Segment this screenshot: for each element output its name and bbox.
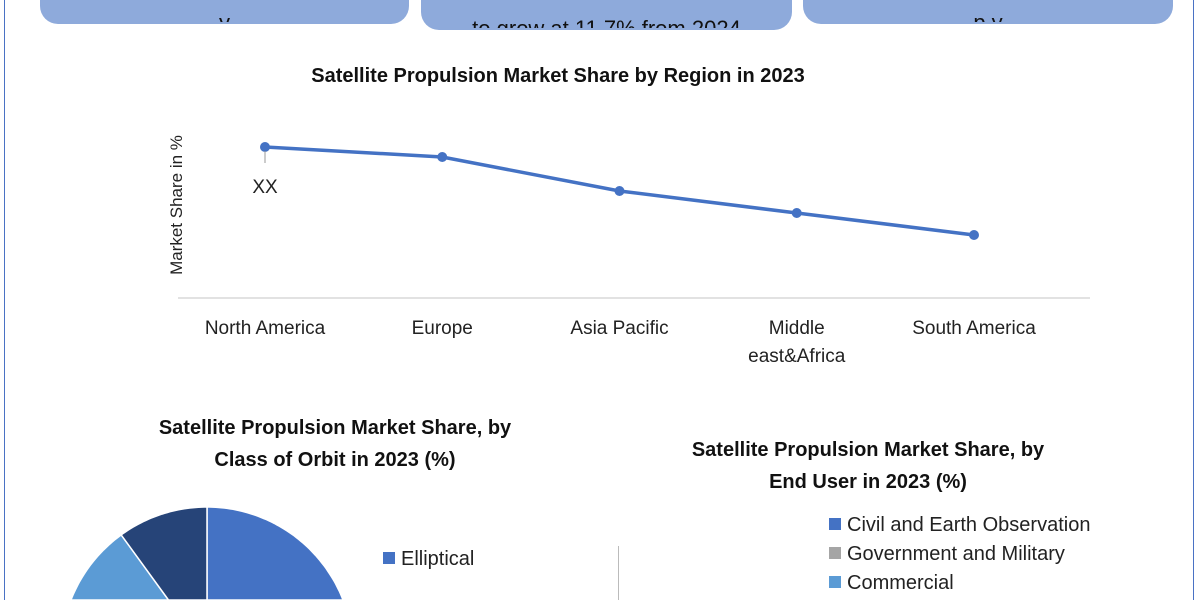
- data-point: [969, 230, 979, 240]
- orbit-legend-item: Elliptical: [383, 544, 474, 574]
- legend-label: Civil and Earth Observation: [847, 514, 1091, 536]
- banner-box-3: p y: [803, 0, 1173, 24]
- enduser-pie-title: Satellite Propulsion Market Share, by En…: [628, 434, 1108, 498]
- legend-item: Government and Military: [829, 540, 1090, 569]
- banner-box-2: to grow at 11.7% from 2024: [421, 0, 792, 30]
- enduser-pie-title-line-1: Satellite Propulsion Market Share, by: [691, 439, 1045, 461]
- orbit-pie-title-line-2: Class of Orbit in 2023 (%): [214, 449, 456, 471]
- enduser-pie-title-line-2: End User in 2023 (%): [769, 471, 967, 493]
- data-point: [614, 186, 625, 196]
- x-tick-label: Asia Pacific: [570, 318, 669, 339]
- legend-swatch: [383, 552, 395, 564]
- legend-swatch: [829, 576, 841, 588]
- banner-text-1: y: [219, 10, 230, 35]
- pie2-axis-line: [618, 546, 619, 600]
- data-label: XX: [252, 177, 278, 198]
- page-frame: [4, 0, 1194, 600]
- banner-text-3: p y: [973, 10, 1003, 35]
- enduser-legend: Civil and Earth Observation Government a…: [829, 511, 1090, 598]
- legend-swatch: [829, 518, 841, 530]
- x-tick-label: Europe: [411, 318, 473, 339]
- orbit-pie-title-line-1: Satellite Propulsion Market Share, by: [158, 417, 512, 439]
- banner-text-2: to grow at 11.7% from 2024: [472, 16, 741, 41]
- data-point: [437, 152, 448, 162]
- banner-box-1: y: [40, 0, 409, 24]
- x-tick-label: North America: [204, 318, 326, 339]
- orbit-pie-title: Satellite Propulsion Market Share, by Cl…: [95, 412, 575, 476]
- pie-slice: [70, 533, 170, 600]
- legend-label: Elliptical: [401, 548, 475, 570]
- data-point: [260, 142, 270, 152]
- legend-item: Commercial: [829, 569, 1090, 598]
- data-point: [791, 208, 802, 218]
- legend-item: Civil and Earth Observation: [829, 511, 1090, 540]
- line-chart-title: Satellite Propulsion Market Share by Reg…: [311, 65, 805, 87]
- legend-label: Government and Military: [847, 543, 1065, 565]
- legend-swatch: [829, 547, 841, 559]
- legend-label: Commercial: [847, 572, 954, 594]
- x-tick-label: South America: [912, 318, 1036, 339]
- pie-slice-elliptical: [206, 506, 344, 600]
- x-tick-label: Middle east&Africa: [748, 318, 846, 367]
- pie-slice: [120, 506, 208, 600]
